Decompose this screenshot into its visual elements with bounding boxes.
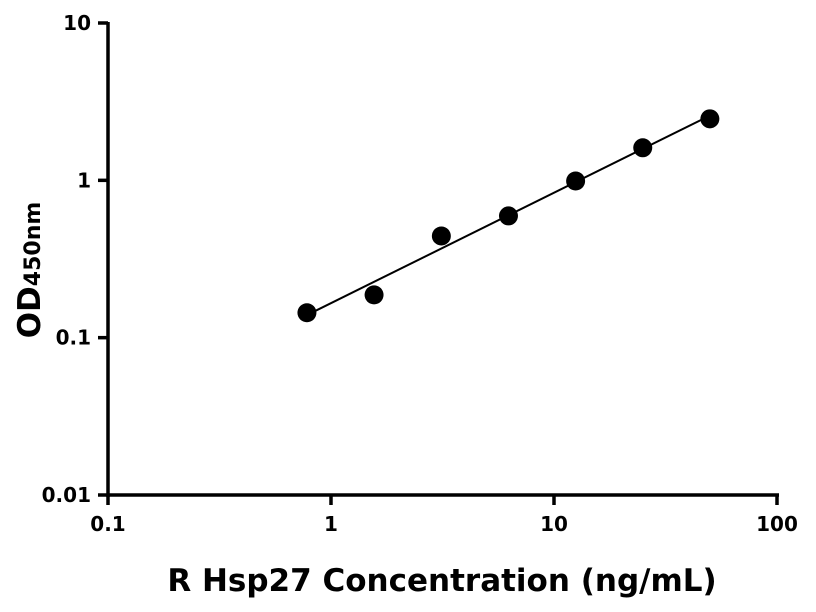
y-tick-label: 0.01	[42, 483, 91, 507]
y-axis-label-main: OD	[12, 286, 48, 338]
ticks: 0.1 1 10 100 0.01 0.1 1 10	[42, 11, 798, 536]
data-point	[364, 285, 384, 305]
y-tick-label: 0.1	[56, 326, 91, 350]
x-tick-label: 1	[324, 512, 338, 536]
data-point	[498, 206, 518, 226]
data-point	[431, 226, 451, 246]
y-tick-label: 1	[77, 168, 91, 192]
x-axis-label: R Hsp27 Concentration (ng/mL)	[167, 563, 716, 599]
x-tick-label: 0.1	[90, 512, 125, 536]
y-axis-label-sub: 450nm	[21, 202, 46, 287]
x-tick-label: 100	[756, 512, 798, 536]
data-point	[566, 171, 586, 191]
data-point	[700, 109, 720, 129]
data-points	[297, 109, 720, 323]
x-tick-label: 10	[540, 512, 568, 536]
y-tick-label: 10	[63, 11, 91, 35]
data-point	[633, 138, 653, 158]
axes	[106, 22, 779, 497]
y-axis-label: OD450nm	[12, 202, 48, 339]
data-point	[297, 303, 317, 323]
